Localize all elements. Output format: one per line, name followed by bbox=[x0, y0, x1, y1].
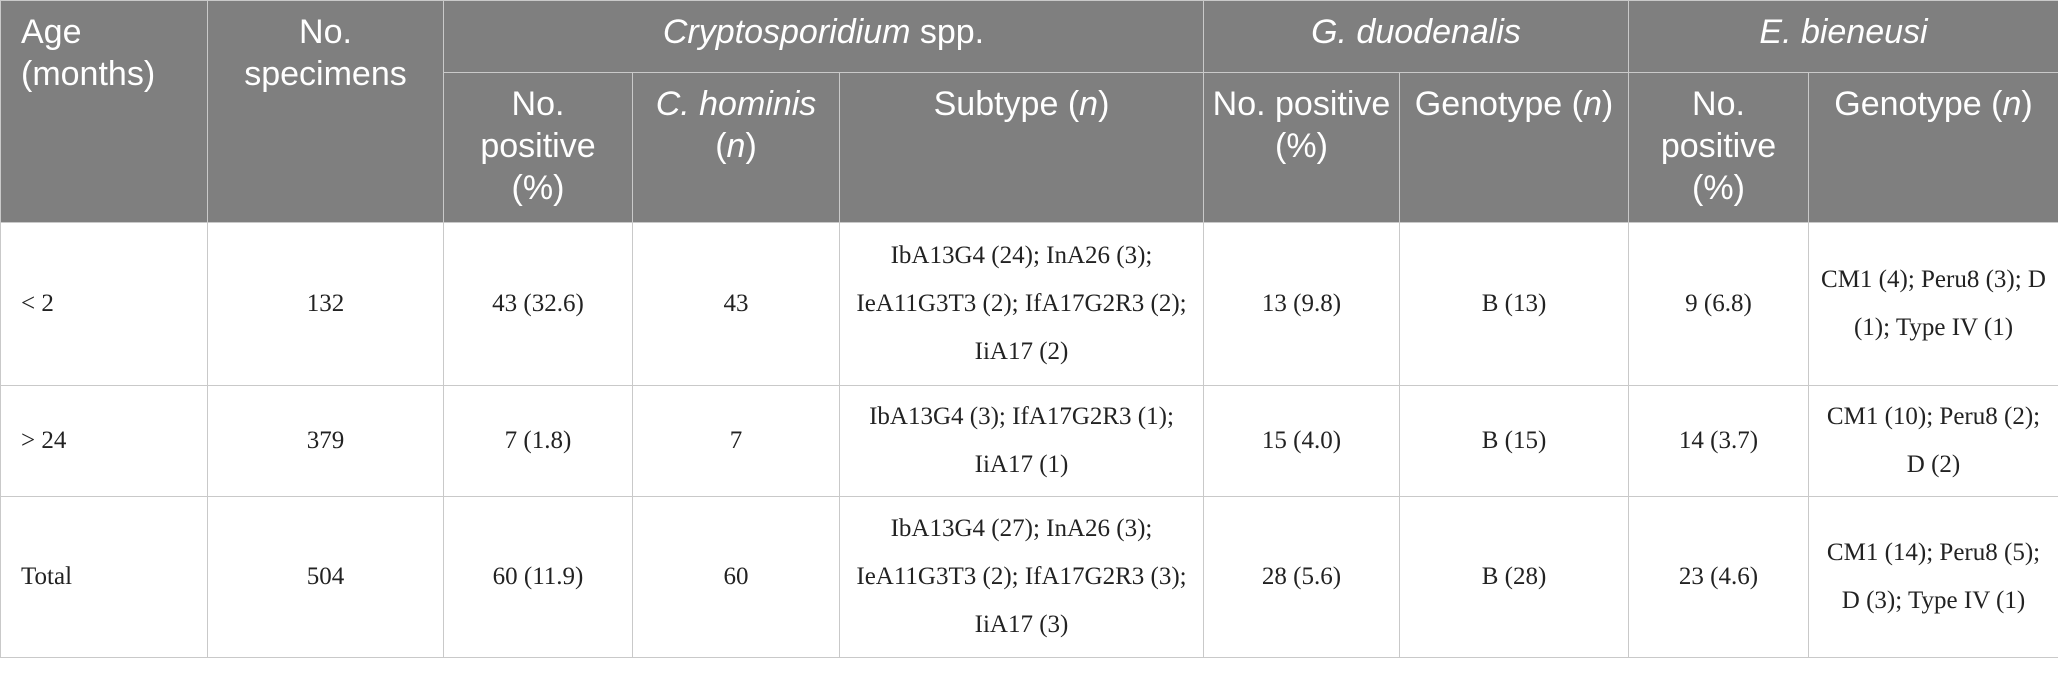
header-chominis: C. hominis (n) bbox=[632, 72, 840, 223]
cell-chominis: 43 bbox=[632, 222, 840, 386]
header-giardia-positive: No. positive (%) bbox=[1203, 72, 1400, 223]
header-giardia-genotype: Genotype (n) bbox=[1399, 72, 1629, 223]
subtype-label: Subtype ( bbox=[933, 85, 1080, 123]
cell-subtype: IbA13G4 (3); IfA17G2R3 (1); IiA17 (1) bbox=[839, 385, 1204, 497]
cell-giardia-genotype: B (15) bbox=[1399, 385, 1629, 497]
table-body: < 2 132 43 (32.6) 43 IbA13G4 (24); InA26… bbox=[0, 222, 2058, 658]
cell-specimens: 504 bbox=[207, 496, 444, 658]
cell-ebieneusi-positive: 9 (6.8) bbox=[1628, 222, 1809, 386]
header-ebieneusi-genotype: Genotype (n) bbox=[1807, 72, 2058, 223]
paren-close: ) bbox=[1601, 85, 1614, 123]
header-row-1: Age (months) No. specimens Cryptosporidi… bbox=[0, 0, 2058, 223]
header-age: Age (months) bbox=[0, 0, 208, 223]
cell-ebieneusi-genotype: CM1 (10); Peru8 (2); D (2) bbox=[1807, 385, 2058, 497]
cell-crypto-positive: 43 (32.6) bbox=[443, 222, 633, 386]
cell-age: Total bbox=[0, 496, 208, 658]
header-crypto-positive: No. positive (%) bbox=[443, 72, 633, 223]
paren-close: ) bbox=[745, 127, 757, 165]
cell-crypto-positive: 7 (1.8) bbox=[443, 385, 633, 497]
genotype-label: Genotype ( bbox=[1414, 85, 1583, 123]
crypto-spp-label: spp. bbox=[910, 13, 985, 51]
ebieneusi-label: E. bieneusi bbox=[1759, 13, 1928, 51]
giardia-label: G. duodenalis bbox=[1311, 13, 1521, 51]
cell-ebieneusi-genotype: CM1 (4); Peru8 (3); D (1); Type IV (1) bbox=[1807, 222, 2058, 386]
n-label: n bbox=[1079, 85, 1099, 123]
cell-giardia-positive: 13 (9.8) bbox=[1203, 222, 1400, 386]
header-specimens: No. specimens bbox=[207, 0, 444, 223]
table-row: Total 504 60 (11.9) 60 IbA13G4 (27); InA… bbox=[0, 496, 2058, 658]
cell-age: > 24 bbox=[0, 385, 208, 497]
n-label: n bbox=[726, 127, 746, 165]
cell-giardia-positive: 15 (4.0) bbox=[1203, 385, 1400, 497]
results-table: Age (months) No. specimens Cryptosporidi… bbox=[0, 0, 2058, 658]
cell-crypto-positive: 60 (11.9) bbox=[443, 496, 633, 658]
table-row: < 2 132 43 (32.6) 43 IbA13G4 (24); InA26… bbox=[0, 222, 2058, 386]
cell-specimens: 132 bbox=[207, 222, 444, 386]
n-label: n bbox=[1582, 85, 1602, 123]
paren-open: ( bbox=[715, 127, 727, 165]
n-label: n bbox=[2002, 85, 2022, 123]
genotype-label: Genotype ( bbox=[1834, 85, 2003, 123]
cell-subtype: IbA13G4 (24); InA26 (3); IeA11G3T3 (2); … bbox=[839, 222, 1204, 386]
header-ebieneusi-positive: No. positive (%) bbox=[1628, 72, 1809, 223]
cell-chominis: 60 bbox=[632, 496, 840, 658]
cell-giardia-genotype: B (28) bbox=[1399, 496, 1629, 658]
header-giardia-group: G. duodenalis bbox=[1203, 0, 1629, 73]
cell-specimens: 379 bbox=[207, 385, 444, 497]
header-row-2: No. positive (%) C. hominis (n) Subtype (… bbox=[1, 72, 2058, 223]
header-subtype: Subtype (n) bbox=[839, 72, 1204, 223]
cell-subtype: IbA13G4 (27); InA26 (3); IeA11G3T3 (2); … bbox=[839, 496, 1204, 658]
table-header: Age (months) No. specimens Cryptosporidi… bbox=[0, 0, 2058, 223]
paren-close: ) bbox=[1098, 85, 1110, 123]
cell-chominis: 7 bbox=[632, 385, 840, 497]
paren-close: ) bbox=[2021, 85, 2033, 123]
cell-giardia-genotype: B (13) bbox=[1399, 222, 1629, 386]
cell-giardia-positive: 28 (5.6) bbox=[1203, 496, 1400, 658]
cell-ebieneusi-positive: 23 (4.6) bbox=[1628, 496, 1809, 658]
header-cryptosporidium-group: Cryptosporidium spp. bbox=[443, 0, 1204, 73]
cell-age: < 2 bbox=[0, 222, 208, 386]
cell-ebieneusi-genotype: CM1 (14); Peru8 (5); D (3); Type IV (1) bbox=[1807, 496, 2058, 658]
table-row: > 24 379 7 (1.8) 7 IbA13G4 (3); IfA17G2R… bbox=[0, 385, 2058, 497]
cell-ebieneusi-positive: 14 (3.7) bbox=[1628, 385, 1809, 497]
chominis-label: C. hominis bbox=[655, 85, 817, 123]
header-ebieneusi-group: E. bieneusi bbox=[1627, 0, 2058, 73]
crypto-genus-label: Cryptosporidium bbox=[662, 13, 911, 51]
